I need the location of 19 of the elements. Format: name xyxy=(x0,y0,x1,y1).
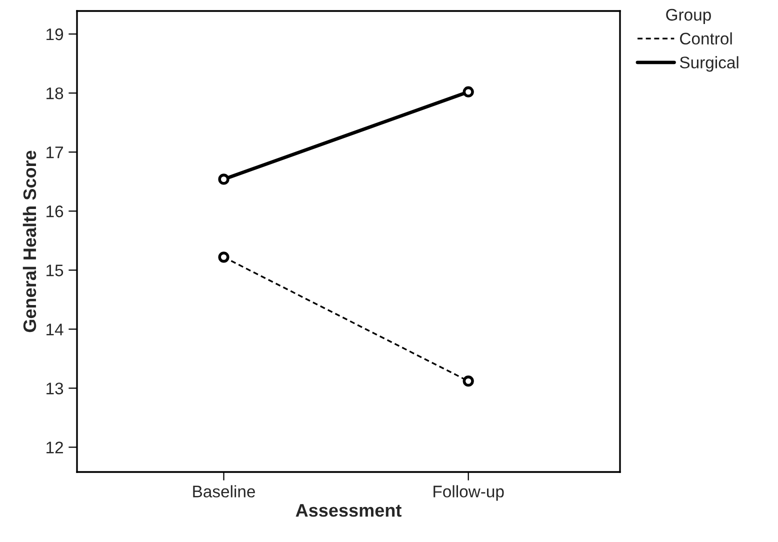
y-tick-label: 18 xyxy=(46,87,64,100)
point xyxy=(218,174,230,185)
legend-title: Group xyxy=(666,8,711,24)
point xyxy=(462,86,474,98)
x-tick-label: Follow-up xyxy=(434,485,504,501)
y-tick-label: 19 xyxy=(46,28,64,40)
point xyxy=(462,376,474,387)
y-tick-label: 13 xyxy=(46,382,64,394)
legend-label: Control xyxy=(680,32,732,45)
x-axis-title: Assessment xyxy=(296,504,402,517)
y-tick-label: 15 xyxy=(46,264,64,276)
y-axis-title: General Health Score xyxy=(22,150,36,332)
point xyxy=(218,252,230,263)
y-tick-label: 17 xyxy=(46,146,63,158)
y-tick-label: 16 xyxy=(46,206,64,218)
y-tick-label: 14 xyxy=(46,324,64,336)
y-tick-label: 12 xyxy=(46,442,63,454)
x-tick-label: Baseline xyxy=(193,485,255,498)
legend-label: Surgical xyxy=(680,56,738,72)
